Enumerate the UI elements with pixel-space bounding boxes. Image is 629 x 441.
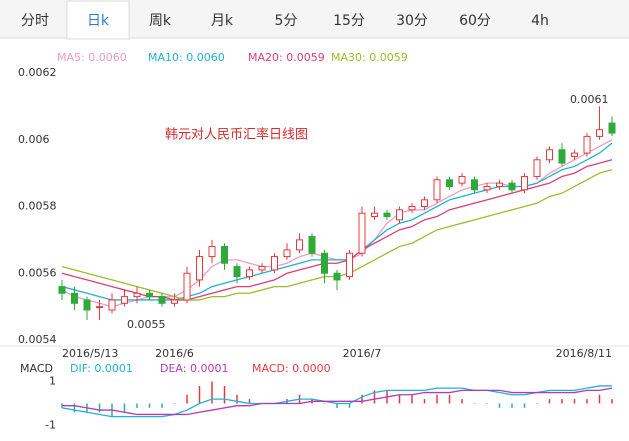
candle-body — [221, 246, 228, 264]
candle-body — [171, 299, 178, 304]
candle-body — [371, 212, 378, 218]
candle-body — [521, 175, 528, 191]
candle-body — [196, 256, 203, 281]
tab[interactable]: 5分 — [275, 13, 298, 29]
tab[interactable]: 周k — [149, 13, 172, 29]
macd-legend: DEA: 0.0001 — [160, 362, 228, 375]
legend-entry: MA10: 0.0060 — [148, 51, 225, 64]
macd-tick-label: -1 — [45, 418, 56, 431]
candle-body — [83, 299, 91, 311]
x-tick-label: 2016/5/13 — [62, 347, 118, 360]
macd-legend: MACD: 0.0000 — [252, 362, 331, 375]
candle-body — [471, 179, 478, 191]
candle-body — [208, 246, 216, 258]
x-tick-label: 2016/7 — [343, 347, 382, 360]
candle-body — [483, 185, 491, 191]
ma-line — [61, 142, 613, 301]
ma-line — [61, 159, 613, 301]
candle-body — [346, 252, 353, 278]
legend-entry: MA20: 0.0059 — [248, 51, 325, 64]
candle-body — [421, 199, 428, 207]
macd-label: MACD — [20, 362, 53, 375]
x-tick-label: 2016/8/11 — [556, 347, 612, 360]
candle-body — [496, 182, 503, 187]
candle-body — [571, 152, 578, 157]
tab[interactable]: 30分 — [396, 13, 428, 29]
candle-body — [121, 296, 128, 304]
candle-body — [333, 272, 341, 281]
candle-body — [283, 249, 291, 258]
macd-legend: DIF: 0.0001 — [70, 362, 133, 375]
y-tick-label: 0.0054 — [18, 333, 57, 346]
candle-body — [383, 212, 391, 218]
candle-body — [358, 212, 366, 254]
y-tick-label: 0.0058 — [18, 200, 57, 213]
candle-body — [308, 236, 316, 254]
candle-body — [546, 149, 553, 161]
y-tick-label: 0.0056 — [18, 266, 57, 279]
tab[interactable]: 15分 — [333, 13, 365, 29]
candle-body — [158, 296, 166, 304]
candle-body — [58, 286, 66, 294]
tab[interactable]: 月k — [211, 13, 234, 29]
y-tick-label: 0.006 — [18, 133, 50, 146]
candle-body — [558, 149, 566, 164]
legend-entry: MA30: 0.0059 — [331, 51, 408, 64]
candle-body — [321, 252, 328, 274]
candle-body — [271, 256, 278, 271]
candle-body — [71, 292, 78, 304]
candle-body — [396, 209, 403, 221]
candle-body — [108, 299, 116, 311]
candle-body — [533, 159, 541, 177]
macd-line — [62, 387, 613, 416]
candle-body — [508, 182, 516, 191]
y-tick-label: 0.0062 — [18, 66, 57, 79]
annotation: 韩元对人民币汇率日线图 — [165, 127, 308, 143]
tab[interactable]: 分时 — [21, 13, 49, 29]
candle-body — [96, 306, 103, 309]
candle-body — [446, 179, 453, 187]
tab[interactable]: 日k — [87, 13, 110, 29]
low-label: 0.0055 — [127, 318, 166, 331]
candle-body — [583, 135, 591, 154]
macd-line — [61, 385, 612, 418]
candle-body — [133, 292, 141, 298]
high-label: 0.0061 — [570, 93, 609, 106]
candle-body — [146, 292, 153, 298]
candle-body — [408, 206, 416, 211]
tab[interactable]: 4h — [531, 13, 549, 29]
candle-body — [233, 266, 241, 278]
candle-body — [608, 122, 616, 134]
active-tab — [66, 0, 130, 40]
candle-body — [296, 239, 303, 251]
tab[interactable]: 60分 — [459, 13, 491, 29]
candle-body — [258, 266, 266, 271]
candle-body — [458, 175, 466, 184]
candle-body — [433, 179, 441, 201]
legend-entry: MA5: 0.0060 — [57, 51, 127, 64]
macd-tick-label: 1 — [49, 375, 56, 388]
candle-body — [246, 269, 253, 278]
x-tick-label: 2016/6 — [155, 347, 194, 360]
candle-body — [183, 272, 191, 301]
candle-body — [596, 129, 603, 137]
